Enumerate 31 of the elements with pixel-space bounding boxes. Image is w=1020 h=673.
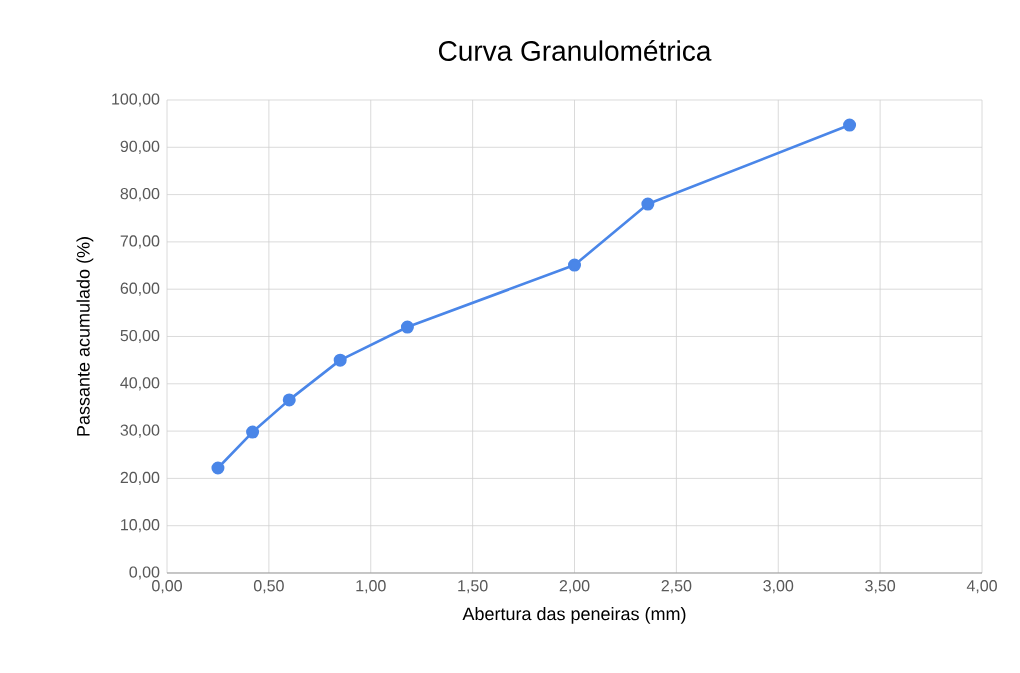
x-tick-label: 2,50 [661, 580, 692, 594]
x-tick-label: 1,00 [356, 580, 386, 594]
x-tick-label: 1,50 [458, 580, 488, 594]
y-tick-label: 20,00 [120, 471, 160, 485]
x-tick-label: 2,00 [559, 580, 590, 594]
x-tick-label: 0,00 [152, 580, 182, 594]
y-tick-label: 80,00 [120, 187, 160, 202]
x-axis-title: Abertura das peneiras (mm) [462, 607, 686, 624]
y-tick-label: 40,00 [120, 377, 160, 391]
point [211, 461, 225, 475]
chart-title: Curva Granulométrica [438, 40, 712, 61]
point [282, 393, 296, 407]
point [843, 118, 857, 132]
point [641, 197, 655, 211]
y-tick-label: 60,00 [120, 282, 160, 296]
point [568, 258, 582, 272]
y-tick-label: 10,00 [121, 519, 160, 533]
y-axis-title: Passante acumulado (%) [76, 237, 94, 436]
y-tick-label: 90,00 [120, 140, 160, 154]
point [333, 353, 347, 367]
x-tick-label: 0,50 [253, 580, 284, 594]
point [400, 320, 414, 334]
x-tick-label: 4,00 [966, 580, 997, 594]
y-tick-label: 70,00 [120, 235, 160, 249]
point [246, 425, 260, 439]
y-tick-label: 100,00 [112, 93, 160, 107]
y-tick-label: 0,00 [129, 566, 160, 580]
y-tick-label: 50,00 [120, 329, 160, 344]
x-tick-label: 3,00 [763, 580, 794, 594]
y-tick-label: 30,00 [120, 424, 160, 438]
x-tick-label: 3,50 [865, 580, 896, 594]
